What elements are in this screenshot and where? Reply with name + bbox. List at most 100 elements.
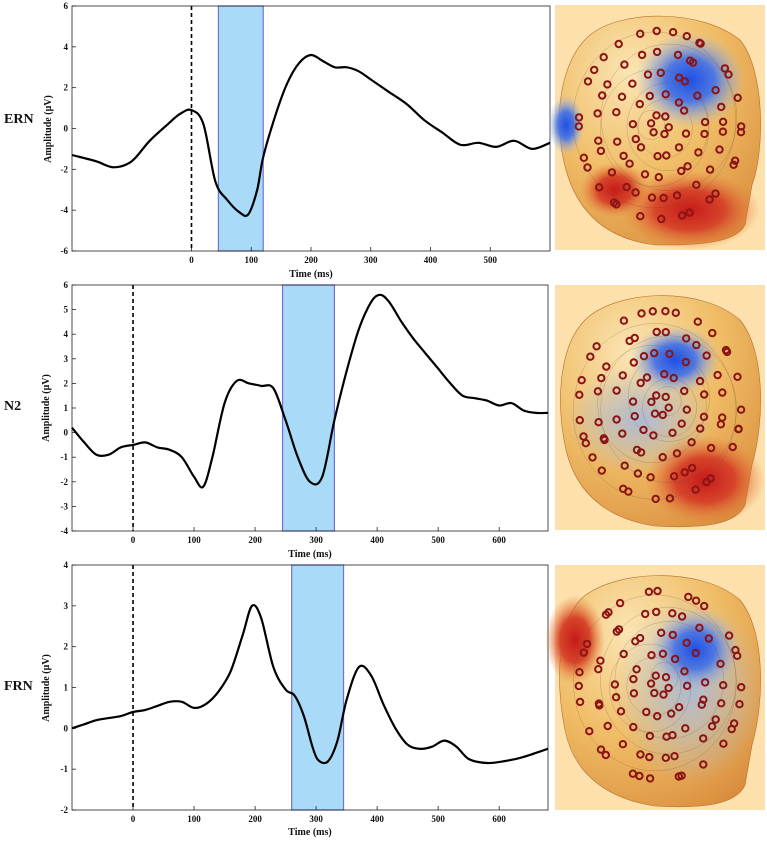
electrode-marker: [628, 79, 637, 88]
electrode-marker: [665, 349, 674, 359]
n2-plot: -4 -3 -2 -1 0 1 2 3 4 5 6 0 100 200 300 400 500 600: [61, 280, 549, 545]
electrode-marker: [700, 129, 709, 139]
electrode-marker: [664, 683, 673, 693]
electrode-marker: [604, 608, 613, 617]
row-label-ern: ERN: [4, 112, 34, 127]
electrode-marker: [612, 415, 621, 424]
topomap-contour: [597, 345, 707, 463]
electrode-marker: [646, 679, 656, 688]
electrode-marker: [677, 419, 686, 428]
n2-ytick-label: -4: [61, 526, 69, 536]
ern-ytick-label: -6: [61, 246, 69, 256]
ern-ytick-label: -2: [61, 164, 69, 174]
electrode-marker: [613, 137, 622, 146]
electrode-marker: [699, 734, 708, 743]
electrode-marker: [574, 122, 583, 131]
electrode-marker: [620, 461, 629, 470]
electrode-marker: [717, 102, 726, 112]
electrode-marker: [647, 397, 656, 407]
n2-xtick-label: 0: [131, 535, 136, 545]
electrode-marker: [642, 707, 651, 717]
electrode-marker: [711, 715, 720, 724]
electrode-marker: [657, 214, 666, 224]
electrode-marker: [579, 648, 588, 657]
electrode-marker: [699, 760, 708, 769]
electrode-marker: [692, 340, 701, 350]
electrode-marker: [682, 405, 691, 414]
electrode-marker: [581, 439, 590, 448]
electrode-marker: [674, 98, 684, 107]
electrode-marker: [643, 70, 653, 79]
electrode-marker: [700, 117, 710, 127]
electrode-marker: [670, 654, 680, 664]
electrode-marker: [661, 307, 670, 316]
electrode-marker: [702, 477, 711, 487]
frn-ytick-label: 2: [64, 642, 69, 652]
electrode-marker: [651, 671, 660, 680]
electrode-marker: [639, 425, 648, 435]
topomap-contour: [628, 353, 710, 442]
electrode-marker: [622, 182, 631, 192]
electrode-marker: [682, 32, 691, 41]
electrode-marker: [682, 681, 692, 690]
electrode-marker: [707, 722, 717, 731]
electrode-marker: [718, 127, 728, 136]
ern-ytick-label: 6: [64, 1, 69, 11]
electrode-marker: [617, 92, 627, 102]
frn-topomap: [545, 565, 765, 810]
electrode-marker: [636, 212, 645, 221]
frn-xtick-label: 0: [131, 814, 136, 824]
n2-row: N2 -4 -3 -2 -1 0 1 2 3 4 5 6 0 100 200 300 400 500 600 Am…: [4, 280, 549, 560]
electrode-marker: [711, 189, 720, 198]
ern-xtick-label: 200: [304, 255, 318, 265]
electrode-marker: [696, 39, 705, 48]
electrode-marker: [575, 416, 584, 425]
electrode-marker: [645, 731, 655, 741]
frn-ytick-label: -1: [61, 764, 69, 774]
ern-ytick-label: 0: [64, 124, 69, 134]
electrode-marker: [630, 412, 639, 421]
electrode-marker: [652, 111, 661, 120]
electrode-marker: [619, 316, 629, 325]
topomap-contour: [600, 43, 738, 191]
ern-xtick-label: 100: [245, 255, 259, 265]
electrode-marker: [652, 47, 662, 57]
electrode-marker: [691, 596, 701, 605]
ern-xtick-label: 400: [424, 255, 438, 265]
electrode-marker: [619, 649, 628, 659]
electrode-marker: [681, 357, 690, 367]
electrode-marker: [632, 665, 641, 674]
electrode-marker: [688, 58, 698, 67]
electrode-marker: [673, 50, 683, 60]
electrode-marker: [692, 180, 701, 190]
electrode-marker: [672, 191, 682, 200]
electrode-marker: [700, 678, 710, 687]
electrode-marker: [612, 108, 621, 117]
electrode-marker: [645, 774, 655, 783]
ern-topomap: [548, 5, 765, 250]
frn-xtick-label: 500: [431, 814, 445, 824]
ern-ytick-label: -4: [61, 205, 69, 215]
electrode-marker: [720, 64, 730, 73]
electrode-marker: [594, 665, 603, 674]
electrode-marker: [633, 469, 643, 478]
frn-ytick-label: -2: [61, 805, 69, 815]
electrode-marker: [668, 428, 677, 437]
electrode-marker: [607, 168, 617, 177]
electrode-marker: [718, 388, 727, 397]
electrode-marker: [724, 70, 733, 79]
electrode-marker: [661, 90, 670, 99]
electrode-marker: [597, 373, 606, 383]
ern-positive-left: [580, 162, 650, 218]
electrode-marker: [619, 484, 628, 493]
electrode-marker: [650, 688, 659, 698]
electrode-marker: [574, 113, 584, 122]
electrode-marker: [596, 146, 606, 156]
n2-ytick-label: 6: [64, 280, 69, 290]
electrode-marker: [630, 333, 639, 343]
electrode-marker: [680, 386, 689, 396]
electrode-marker: [671, 308, 680, 317]
electrode-marker: [669, 472, 679, 481]
ern-ytick-label: 2: [64, 83, 69, 93]
electrode-marker: [653, 586, 662, 596]
